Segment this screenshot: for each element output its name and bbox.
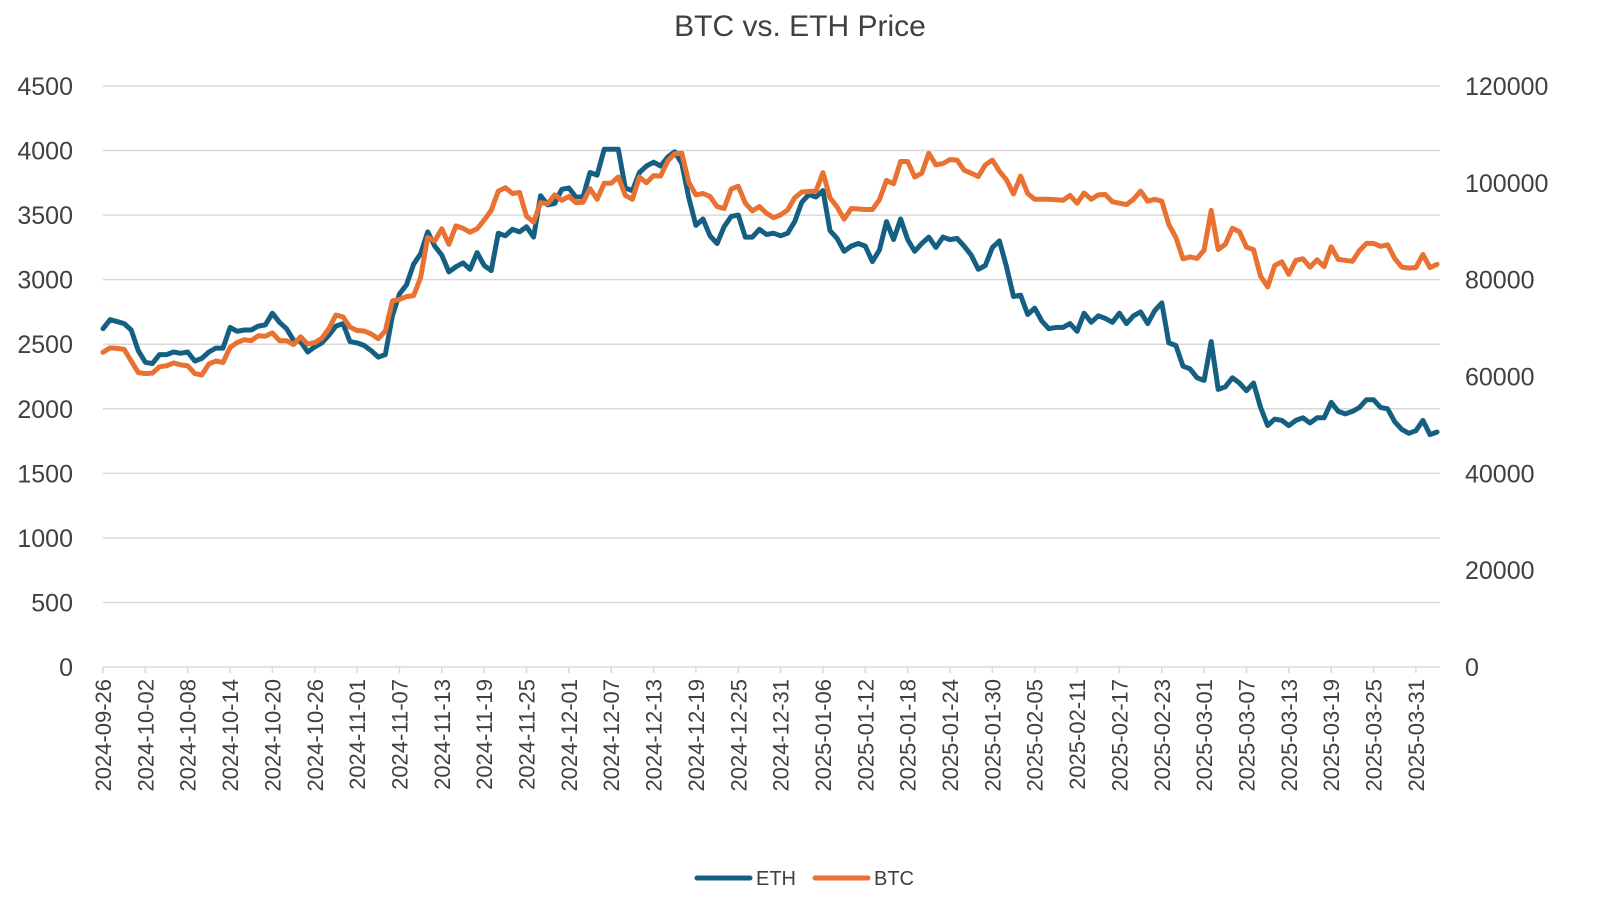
x-tick-label: 2024-12-31	[769, 679, 794, 792]
y-left-tick-label: 3500	[17, 202, 73, 230]
x-tick-label: 2025-03-07	[1234, 679, 1259, 792]
y-left-tick-label: 2500	[17, 331, 73, 359]
y-left-tick-label: 4500	[17, 73, 73, 101]
x-tick-label: 2025-01-30	[980, 679, 1005, 792]
gridlines	[103, 85, 1440, 668]
chart-title: BTC vs. ETH Price	[674, 10, 926, 43]
x-tick-label: 2025-02-11	[1065, 679, 1090, 790]
y-left-tick-label: 500	[31, 589, 73, 617]
x-tick-label: 2024-12-07	[599, 679, 624, 792]
x-tick-label: 2025-03-19	[1319, 679, 1344, 792]
x-tick-label: 2024-12-01	[557, 679, 582, 792]
y-right-tick-label: 100000	[1465, 170, 1548, 198]
y-axis-right-labels: 0 20000 40000 60000 80000 100000 120000	[1465, 73, 1548, 682]
x-tick-label: 2025-02-17	[1107, 679, 1132, 792]
y-left-tick-label: 2000	[17, 396, 73, 424]
y-right-tick-label: 80000	[1465, 267, 1535, 295]
x-tick-label: 2024-12-25	[726, 679, 751, 792]
x-tick-label: 2025-02-05	[1023, 679, 1048, 792]
x-tick-label: 2025-03-13	[1277, 679, 1302, 792]
legend-btc-label: BTC	[874, 868, 914, 890]
y-left-tick-label: 1500	[17, 460, 73, 488]
x-tick-label: 2024-10-02	[133, 679, 158, 792]
x-tick-label: 2025-01-24	[938, 679, 963, 792]
x-tick-label: 2024-11-25	[515, 679, 540, 790]
y-right-tick-label: 20000	[1465, 557, 1535, 585]
x-tick-label: 2024-11-13	[430, 679, 455, 790]
series-line-btc	[100, 150, 1440, 378]
x-tick-label: 2025-01-06	[811, 679, 836, 792]
x-tick-label: 2024-10-26	[303, 679, 328, 792]
x-tick-label: 2025-03-01	[1192, 679, 1217, 792]
x-tick-label: 2025-03-25	[1362, 679, 1387, 792]
x-tick-label: 2025-01-18	[896, 679, 921, 792]
series-lines	[100, 146, 1440, 438]
y-right-tick-label: 120000	[1465, 73, 1548, 101]
x-tick-label: 2024-12-19	[684, 679, 709, 792]
y-left-tick-label: 0	[59, 654, 73, 682]
x-tick-label: 2024-11-01	[345, 679, 370, 790]
legend-eth-label: ETH	[756, 868, 796, 890]
x-tick-label: 2024-10-08	[176, 679, 201, 792]
x-tick-label: 2024-11-07	[387, 679, 412, 790]
x-tick-label: 2025-03-31	[1404, 679, 1429, 792]
x-axis-labels: 2024-09-26 2024-10-02 2024-10-08 2024-10-14…	[91, 667, 1429, 792]
y-left-tick-label: 4000	[17, 138, 73, 166]
x-tick-label: 2024-11-19	[472, 679, 497, 790]
series-line-eth	[100, 146, 1440, 438]
x-tick-label: 2024-10-14	[218, 679, 243, 792]
x-tick-label: 2025-02-23	[1150, 679, 1175, 792]
x-tick-label: 2025-01-12	[853, 679, 878, 792]
x-tick-label: 2024-12-13	[642, 679, 667, 792]
x-tick-label: 2024-10-20	[260, 679, 285, 792]
y-axis-left-labels: 0 500 1000 1500 2000 2500 3000 3500 4000 4500	[17, 73, 73, 682]
y-left-tick-label: 1000	[17, 525, 73, 553]
y-right-tick-label: 0	[1465, 654, 1479, 682]
y-right-tick-label: 40000	[1465, 460, 1535, 488]
y-left-tick-label: 3000	[17, 267, 73, 295]
x-tick-label: 2024-09-26	[91, 679, 116, 792]
legend: ETH BTC	[694, 868, 914, 890]
y-right-tick-label: 60000	[1465, 364, 1535, 392]
